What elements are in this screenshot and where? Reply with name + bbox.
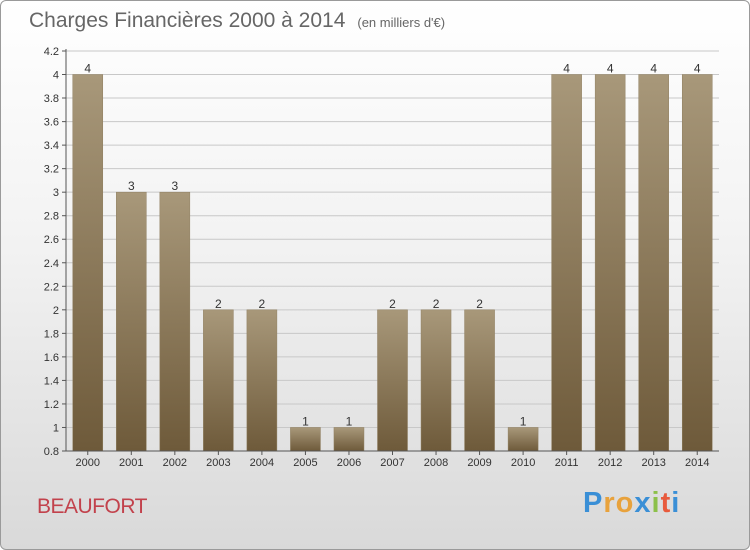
chart-title-text: Charges Financières 2000 à 2014 (29, 9, 346, 32)
y-tick-label: 3.8 (44, 93, 59, 105)
y-tick-label: 1.4 (44, 375, 59, 387)
bar-2005[interactable] (290, 427, 321, 452)
bar-2000[interactable] (72, 74, 104, 452)
x-tick-label: 2006 (337, 457, 361, 469)
y-tick-label: 4.2 (44, 46, 59, 58)
data-label: 1 (520, 414, 527, 428)
x-tick-label: 2008 (424, 457, 448, 469)
bar-2013[interactable] (638, 74, 669, 452)
x-tick-label: 2004 (250, 457, 274, 469)
data-label: 2 (259, 297, 266, 311)
x-tick-label: 2011 (555, 457, 579, 469)
proxiti-logo[interactable]: Proxiti (583, 487, 680, 520)
logo-letter: x (634, 487, 652, 519)
y-tick-label: 3 (53, 187, 59, 199)
x-tick-label: 2000 (76, 457, 100, 469)
data-label: 2 (215, 297, 222, 311)
bar-2001[interactable] (116, 191, 147, 452)
data-label: 4 (563, 62, 570, 76)
bar-2008[interactable] (420, 309, 452, 452)
y-tick-label: 3.2 (44, 164, 59, 176)
data-label: 4 (607, 62, 614, 76)
x-tick-label: 2014 (685, 457, 709, 469)
bar-2006[interactable] (333, 427, 365, 452)
y-tick-label: 1.2 (44, 399, 59, 411)
y-tick-label: 2 (53, 305, 59, 317)
bar-2009[interactable] (464, 309, 495, 452)
chart-title: Charges Financières 2000 à 2014 (en milli… (29, 9, 445, 33)
bar-2003[interactable] (203, 309, 234, 452)
logo-letter: r (603, 487, 616, 519)
logo-letter: t (660, 487, 672, 519)
x-tick-label: 2013 (641, 457, 665, 469)
x-tick-label: 2005 (293, 457, 317, 469)
y-tick-label: 2.4 (44, 258, 59, 270)
y-tick-label: 2.8 (44, 211, 59, 223)
city-name: BEAUFORT (37, 495, 147, 518)
data-label: 2 (433, 297, 440, 311)
data-label: 1 (346, 414, 353, 428)
y-tick-label: 1.8 (44, 328, 59, 340)
data-label: 1 (302, 414, 309, 428)
bar-2014[interactable] (681, 74, 713, 452)
data-label: 2 (389, 297, 396, 311)
bar-2010[interactable] (507, 427, 539, 452)
x-tick-label: 2003 (206, 457, 230, 469)
y-tick-label: 3.6 (44, 117, 59, 129)
y-tick-label: 0.8 (44, 446, 59, 458)
bar-2002[interactable] (159, 191, 191, 452)
bar-2012[interactable] (594, 74, 626, 452)
x-tick-label: 2002 (163, 457, 187, 469)
y-tick-label: 3.4 (44, 140, 59, 152)
data-label: 4 (84, 62, 91, 76)
axis-layer: 0.8 1 1.2 1.4 1.6 1.8 2 2.2 2.4 2.6 2.8 3 3.2 3.4 3.6 3… (44, 46, 719, 469)
bar-2004[interactable] (246, 309, 278, 452)
y-tick-label: 1.6 (44, 352, 59, 364)
y-tick-label: 1 (53, 422, 59, 434)
data-label: 3 (128, 179, 135, 193)
x-tick-label: 2009 (467, 457, 491, 469)
x-tick-label: 2010 (511, 457, 535, 469)
bar-2007[interactable] (377, 309, 408, 452)
logo-letter: i (651, 487, 661, 519)
logo-letter: P (583, 487, 604, 519)
data-label: 2 (476, 297, 483, 311)
y-tick-label: 2.6 (44, 234, 59, 246)
data-label: 4 (650, 62, 657, 76)
data-label: 4 (694, 62, 701, 76)
x-tick-label: 2001 (119, 457, 143, 469)
logo-letter: i (671, 487, 681, 519)
bar-layer: 4 3 3 2 2 1 1 2 2 2 1 4 4 4 4 (72, 62, 713, 452)
y-tick-label: 2.2 (44, 281, 59, 293)
x-tick-label: 2007 (380, 457, 404, 469)
bar-2011[interactable] (551, 74, 582, 452)
logo-letter: o (615, 487, 635, 519)
x-tick-label: 2012 (598, 457, 622, 469)
chart-unit: (en milliers d'€) (357, 15, 446, 30)
data-label: 3 (171, 179, 178, 193)
y-tick-label: 4 (53, 70, 59, 82)
